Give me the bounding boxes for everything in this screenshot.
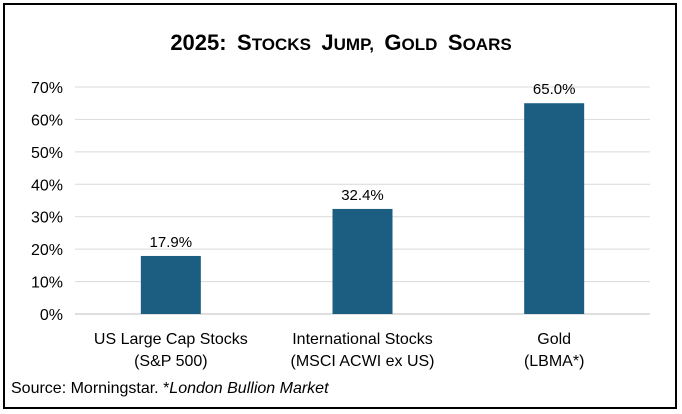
title-word-4-cap: S xyxy=(448,30,463,55)
y-tick-label: 50% xyxy=(31,145,63,162)
category-labels: US Large Cap Stocks (S&P 500) Internationa… xyxy=(94,331,584,370)
category-label-line1: US Large Cap Stocks xyxy=(94,331,248,348)
title-word-4-rest: OARS xyxy=(463,35,512,54)
bar xyxy=(524,103,585,314)
source-text: Source: Morningstar. * xyxy=(11,380,170,397)
y-tick-label: 10% xyxy=(31,275,63,292)
y-tick-label: 40% xyxy=(31,177,63,194)
data-label: 65.0% xyxy=(533,81,576,98)
category-label-line2: (S&P 500) xyxy=(134,353,208,370)
title-word-1-cap: S xyxy=(237,30,252,55)
title-word-3-rest: OLD xyxy=(402,35,438,54)
source-note: Source: Morningstar. *London Bullion Mar… xyxy=(11,380,329,398)
title-word-2-rest: UMP, xyxy=(334,35,374,54)
source-italic: London Bullion Market xyxy=(169,380,329,397)
y-tick-label: 70% xyxy=(31,80,63,97)
bar xyxy=(140,255,201,314)
bars xyxy=(140,103,585,314)
y-tick-label: 30% xyxy=(31,210,63,227)
y-tick-label: 60% xyxy=(31,112,63,129)
title-word-1-rest: TOCKS xyxy=(252,35,311,54)
data-label: 17.9% xyxy=(150,234,193,251)
category-label-line2: (LBMA*) xyxy=(524,353,584,370)
data-labels: 17.9% 32.4% 65.0% xyxy=(150,81,576,251)
y-tick-label: 20% xyxy=(31,242,63,259)
title-year: 2025: xyxy=(170,30,226,55)
y-axis-ticks: 0% 10% 20% 30% 40% 50% 60% 70% xyxy=(31,80,63,324)
category-label-line1: International Stocks xyxy=(292,331,433,348)
chart-title: 2025: STOCKS JUMP, GOLD SOARS xyxy=(170,30,511,55)
category-label-line1: Gold xyxy=(537,331,571,348)
title-word-3-cap: G xyxy=(384,30,401,55)
category-label-line2: (MSCI ACWI ex US) xyxy=(290,353,434,370)
data-label: 32.4% xyxy=(341,187,384,204)
bar xyxy=(332,208,393,314)
title-word-2-cap: J xyxy=(321,30,333,55)
y-tick-label: 0% xyxy=(40,307,63,324)
